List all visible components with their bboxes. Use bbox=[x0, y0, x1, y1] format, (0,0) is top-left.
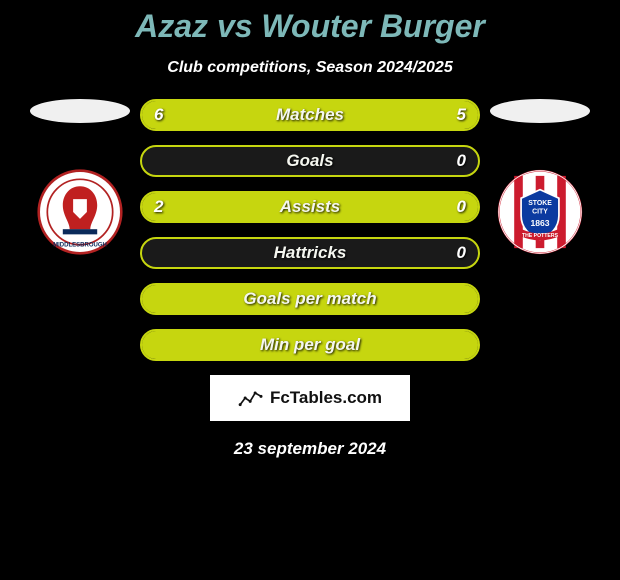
stat-label: Goals bbox=[142, 147, 478, 175]
stat-label: Matches bbox=[142, 101, 478, 129]
svg-text:STOKE: STOKE bbox=[528, 200, 552, 207]
page-title: Azaz vs Wouter Burger bbox=[0, 8, 620, 45]
right-player-col: STOKE CITY 1863 THE POTTERS bbox=[490, 99, 590, 255]
fctables-logo-icon bbox=[238, 388, 264, 408]
left-flag bbox=[30, 99, 130, 123]
date-label: 23 september 2024 bbox=[0, 439, 620, 459]
stats-bars: Matches65Goals0Assists20Hattricks0Goals … bbox=[140, 99, 480, 361]
brand-watermark: FcTables.com bbox=[210, 375, 410, 421]
stat-value-right: 0 bbox=[457, 147, 466, 175]
svg-text:THE POTTERS: THE POTTERS bbox=[522, 233, 559, 239]
middlesbrough-badge-icon: MIDDLESBROUGH bbox=[37, 169, 123, 255]
subtitle: Club competitions, Season 2024/2025 bbox=[0, 59, 620, 77]
stat-label: Goals per match bbox=[142, 285, 478, 313]
brand-text: FcTables.com bbox=[270, 388, 382, 408]
comparison-row: MIDDLESBROUGH Matches65Goals0Assists20Ha… bbox=[0, 99, 620, 361]
stat-bar: Min per goal bbox=[140, 329, 480, 361]
svg-text:1863: 1863 bbox=[530, 218, 549, 228]
left-club-badge: MIDDLESBROUGH bbox=[37, 169, 123, 255]
stat-value-right: 5 bbox=[457, 101, 466, 129]
stat-bar: Assists2 0 bbox=[140, 191, 480, 223]
stat-bar: Matches6 5 bbox=[140, 99, 480, 131]
stat-value-right: 0 bbox=[457, 239, 466, 267]
right-club-badge: STOKE CITY 1863 THE POTTERS bbox=[497, 169, 583, 255]
stat-bar: Goals per match bbox=[140, 283, 480, 315]
svg-text:CITY: CITY bbox=[532, 209, 548, 216]
stat-label: Assists bbox=[142, 193, 478, 221]
stat-value-right: 0 bbox=[457, 193, 466, 221]
stat-value-left: 6 bbox=[154, 101, 163, 129]
stoke-city-badge-icon: STOKE CITY 1863 THE POTTERS bbox=[497, 169, 583, 255]
svg-text:MIDDLESBROUGH: MIDDLESBROUGH bbox=[53, 242, 107, 248]
stat-bar: Hattricks0 bbox=[140, 237, 480, 269]
stat-label: Hattricks bbox=[142, 239, 478, 267]
right-flag bbox=[490, 99, 590, 123]
stat-value-left: 2 bbox=[154, 193, 163, 221]
stat-label: Min per goal bbox=[142, 331, 478, 359]
stat-bar: Goals0 bbox=[140, 145, 480, 177]
left-player-col: MIDDLESBROUGH bbox=[30, 99, 130, 255]
